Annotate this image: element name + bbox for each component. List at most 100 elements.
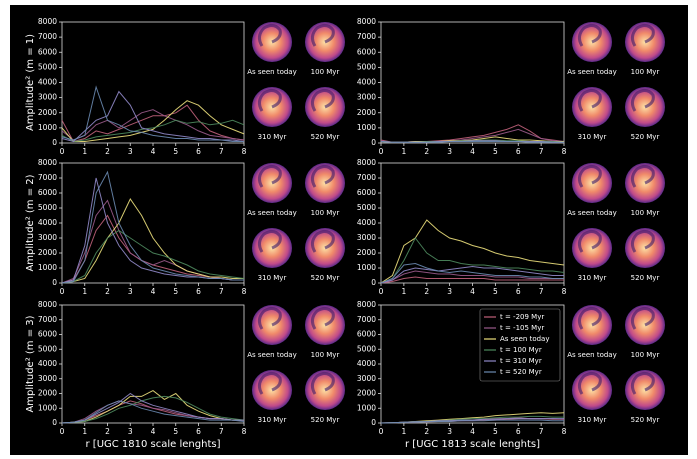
x-tick-label: 1	[82, 147, 87, 156]
snapshot-label: 310 Myr	[258, 133, 287, 141]
snapshot-label: As seen today	[567, 209, 617, 217]
x-tick-label: 0	[379, 147, 384, 156]
y-tick-label: 2000	[357, 108, 376, 117]
x-tick-label: 1	[401, 147, 406, 156]
y-tick-label: 6000	[38, 47, 57, 56]
x-tick-label: 7	[219, 147, 224, 156]
y-tick-label: 7000	[357, 315, 376, 324]
y-tick-label: 4000	[38, 359, 57, 368]
y-tick-label: 4000	[357, 78, 376, 87]
x-tick-label: 8	[242, 287, 247, 296]
x-tick-label: 5	[173, 427, 178, 436]
x-tick-label: 8	[562, 427, 567, 436]
legend-label: t = 310 Myr	[500, 357, 542, 365]
y-tick-label: 1000	[357, 123, 376, 132]
snapshot-label: 520 Myr	[631, 133, 660, 141]
x-tick-label: 2	[424, 287, 429, 296]
x-tick-label: 3	[447, 147, 452, 156]
x-tick-label: 0	[379, 287, 384, 296]
figure: 0100020003000400050006000700080000123456…	[0, 0, 697, 459]
y-tick-label: 8000	[38, 158, 57, 167]
snapshot-label: 520 Myr	[311, 274, 340, 282]
y-tick-label: 4000	[38, 78, 57, 87]
y-tick-label: 2000	[357, 248, 376, 257]
x-tick-label: 0	[379, 427, 384, 436]
snapshot-label: 100 Myr	[311, 209, 340, 217]
x-tick-label: 0	[60, 147, 65, 156]
y-tick-label: 5000	[38, 62, 57, 71]
y-tick-label: 0	[371, 138, 376, 147]
snapshot-label: As seen today	[247, 209, 297, 217]
x-tick-label: 6	[196, 427, 201, 436]
x-tick-label: 4	[151, 427, 156, 436]
x-axis-label: r [UGC 1810 scale lenghts]	[86, 439, 221, 450]
y-tick-label: 2000	[38, 108, 57, 117]
y-tick-label: 4000	[38, 218, 57, 227]
y-tick-label: 3000	[357, 374, 376, 383]
y-tick-label: 1000	[38, 263, 57, 272]
y-axis-label: Amplitude² (m = 1)	[25, 34, 36, 131]
snapshot-label: 100 Myr	[631, 209, 660, 217]
x-tick-label: 3	[447, 427, 452, 436]
x-tick-label: 5	[173, 147, 178, 156]
y-tick-label: 7000	[38, 173, 57, 182]
y-tick-label: 4000	[357, 359, 376, 368]
snapshot-label: As seen today	[567, 68, 617, 76]
legend-label: t = -209 Myr	[500, 313, 544, 321]
x-tick-label: 4	[470, 287, 475, 296]
snapshot-label: As seen today	[247, 351, 297, 359]
x-tick-label: 6	[516, 147, 521, 156]
y-tick-label: 3000	[38, 233, 57, 242]
legend-label: As seen today	[500, 335, 550, 343]
x-tick-label: 5	[493, 147, 498, 156]
x-tick-label: 2	[105, 427, 110, 436]
x-tick-label: 3	[128, 147, 133, 156]
y-tick-label: 5000	[357, 62, 376, 71]
x-tick-label: 3	[447, 287, 452, 296]
legend-label: t = 100 Myr	[500, 346, 542, 354]
y-tick-label: 5000	[38, 203, 57, 212]
x-tick-label: 7	[539, 147, 544, 156]
x-tick-label: 3	[128, 427, 133, 436]
x-tick-label: 1	[82, 427, 87, 436]
x-tick-label: 7	[219, 287, 224, 296]
x-tick-label: 7	[219, 427, 224, 436]
snapshot-label: 520 Myr	[311, 416, 340, 424]
x-tick-label: 6	[196, 287, 201, 296]
y-tick-label: 7000	[357, 32, 376, 41]
snapshot-label: 520 Myr	[631, 274, 660, 282]
y-tick-label: 7000	[38, 315, 57, 324]
y-tick-label: 5000	[38, 344, 57, 353]
y-tick-label: 0	[371, 418, 376, 427]
x-tick-label: 5	[493, 427, 498, 436]
snapshot-label: 520 Myr	[311, 133, 340, 141]
snapshot-label: 310 Myr	[578, 274, 607, 282]
y-tick-label: 1000	[357, 263, 376, 272]
x-tick-label: 2	[424, 147, 429, 156]
x-tick-label: 2	[105, 287, 110, 296]
y-tick-label: 1000	[38, 403, 57, 412]
snapshot-label: 310 Myr	[258, 416, 287, 424]
x-tick-label: 1	[82, 287, 87, 296]
y-tick-label: 1000	[38, 123, 57, 132]
y-tick-label: 0	[52, 138, 57, 147]
x-tick-label: 5	[173, 287, 178, 296]
y-tick-label: 6000	[38, 330, 57, 339]
y-tick-label: 3000	[357, 233, 376, 242]
y-tick-label: 3000	[357, 93, 376, 102]
y-tick-label: 6000	[357, 47, 376, 56]
y-tick-label: 2000	[357, 389, 376, 398]
x-tick-label: 1	[401, 287, 406, 296]
x-tick-label: 6	[516, 427, 521, 436]
y-tick-label: 8000	[357, 158, 376, 167]
snapshot-label: 100 Myr	[631, 68, 660, 76]
x-tick-label: 4	[470, 427, 475, 436]
legend-label: t = -105 Myr	[500, 324, 544, 332]
x-axis-label: r [UGC 1813 scale lenghts]	[405, 439, 540, 450]
snapshot-label: 100 Myr	[311, 68, 340, 76]
x-tick-label: 4	[151, 147, 156, 156]
x-tick-label: 6	[196, 147, 201, 156]
x-tick-label: 1	[401, 427, 406, 436]
y-axis-label: Amplitude² (m = 3)	[25, 315, 36, 412]
x-tick-label: 4	[151, 287, 156, 296]
